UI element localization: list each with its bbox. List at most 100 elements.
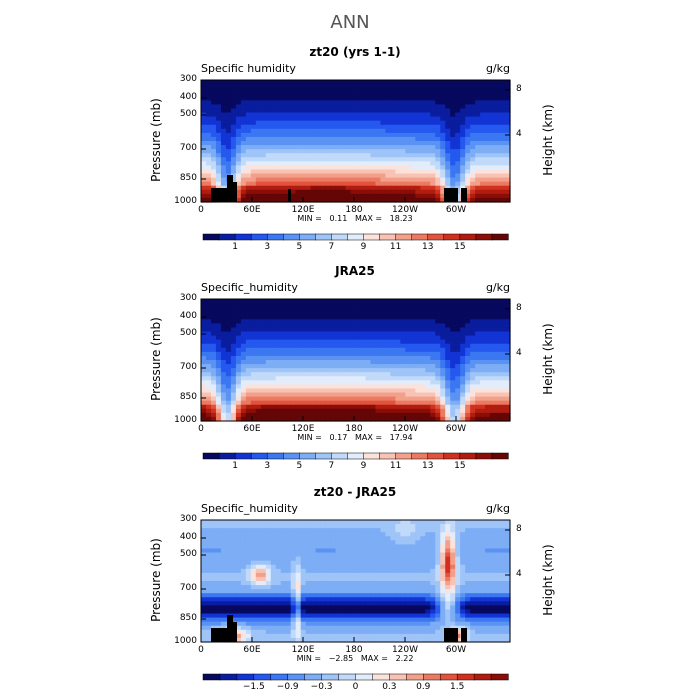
contour-cell [255, 396, 262, 402]
contour-cell [380, 408, 386, 414]
contour-cell [400, 145, 406, 150]
contour-cell [255, 351, 262, 357]
contour-cell [365, 165, 372, 171]
contour-cell [365, 355, 372, 361]
contour-cell [455, 528, 461, 533]
contour-cell [480, 416, 486, 422]
contour-cell [255, 552, 262, 558]
contour-cell [305, 589, 312, 594]
contour-cell [345, 165, 352, 171]
contour-cell [365, 585, 372, 590]
contour-cell [345, 520, 352, 525]
contour-cell [495, 568, 501, 574]
contour-cell [270, 181, 277, 187]
contour-cell [360, 307, 367, 312]
contour-cell [225, 536, 232, 541]
contour-cell [215, 347, 222, 353]
contour-cell [240, 564, 247, 570]
contour-cell [435, 327, 441, 333]
contour-cell [460, 80, 466, 85]
contour-cell [450, 372, 456, 377]
contour-cell [395, 169, 401, 175]
contour-cell [490, 124, 496, 130]
contour-cell [280, 581, 287, 586]
contour-cell [490, 552, 496, 558]
contour-cell [420, 520, 426, 525]
contour-cell [430, 384, 436, 390]
contour-cell [405, 351, 411, 357]
contour-cell [490, 593, 496, 598]
contour-cell [255, 153, 262, 158]
contour-cell [480, 339, 486, 345]
contour-cell [420, 552, 426, 558]
contour-cell [330, 92, 337, 97]
contour-cell [400, 532, 406, 537]
contour-cell [270, 104, 277, 110]
contour-cell [440, 376, 446, 381]
contour-cell [470, 124, 476, 130]
contour-cell [255, 189, 262, 195]
contour-cell [220, 589, 227, 594]
contour-cell [395, 181, 401, 187]
contour-cell [345, 355, 352, 361]
contour-cell [345, 177, 352, 183]
contour-cell [475, 347, 481, 353]
contour-cell [235, 404, 242, 410]
contour-cell [390, 339, 396, 345]
contour-cell [350, 157, 357, 162]
contour-cell [335, 108, 342, 114]
contour-cell [480, 112, 486, 118]
contour-cell [215, 396, 222, 402]
contour-cell [410, 568, 416, 574]
contour-cell [380, 153, 386, 158]
contour-cell [425, 572, 431, 578]
contour-cell [455, 589, 461, 594]
contour-cell [245, 80, 252, 85]
contour-cell [475, 416, 481, 422]
contour-cell [505, 376, 511, 381]
contour-cell [210, 376, 217, 381]
contour-cell [300, 128, 307, 134]
contour-cell [385, 120, 391, 126]
contour-cell [250, 576, 257, 582]
contour-cell [475, 331, 481, 337]
contour-cell [495, 520, 501, 525]
contour-cell [435, 560, 441, 566]
contour-cell [375, 299, 382, 304]
contour-cell [380, 368, 386, 373]
contour-cell [435, 368, 441, 373]
contour-cell [230, 335, 237, 341]
contour-cell [465, 177, 471, 183]
contour-cell [345, 404, 352, 410]
contour-cell [430, 173, 436, 179]
contour-cell [205, 331, 212, 337]
contour-cell [325, 173, 332, 179]
contour-cell [220, 552, 227, 558]
contour-cell [265, 536, 272, 541]
contour-cell [435, 177, 441, 183]
contour-cell [245, 145, 252, 150]
contour-cell [310, 323, 317, 329]
contour-cell [275, 327, 282, 333]
contour-cell [465, 161, 471, 166]
contour-cell [340, 128, 347, 134]
contour-cell [385, 100, 391, 105]
contour-cell [360, 327, 367, 333]
contour-cell [285, 384, 292, 390]
contour-cell [220, 157, 227, 162]
contour-cell [460, 112, 466, 118]
contour-cell [500, 96, 506, 101]
contour-cell [260, 364, 267, 369]
contour-cell [201, 368, 207, 373]
contour-cell [235, 307, 242, 312]
contour-cell [305, 193, 312, 199]
contour-cell [220, 548, 227, 554]
contour-cell [380, 581, 386, 586]
contour-cell [460, 335, 466, 341]
contour-cell [490, 581, 496, 586]
contour-cell [215, 323, 222, 329]
contour-cell [205, 404, 212, 410]
contour-cell [440, 177, 446, 183]
contour-cell [325, 408, 332, 414]
contour-cell [420, 299, 426, 304]
